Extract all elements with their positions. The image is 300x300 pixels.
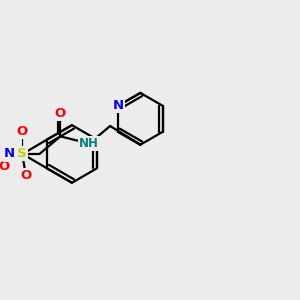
- Text: S: S: [17, 147, 27, 160]
- Text: N: N: [4, 148, 15, 160]
- Text: O: O: [16, 124, 28, 138]
- Text: O: O: [0, 160, 10, 173]
- Text: O: O: [55, 107, 66, 120]
- Text: O: O: [20, 169, 32, 182]
- Text: N: N: [112, 99, 124, 112]
- Text: NH: NH: [79, 137, 99, 150]
